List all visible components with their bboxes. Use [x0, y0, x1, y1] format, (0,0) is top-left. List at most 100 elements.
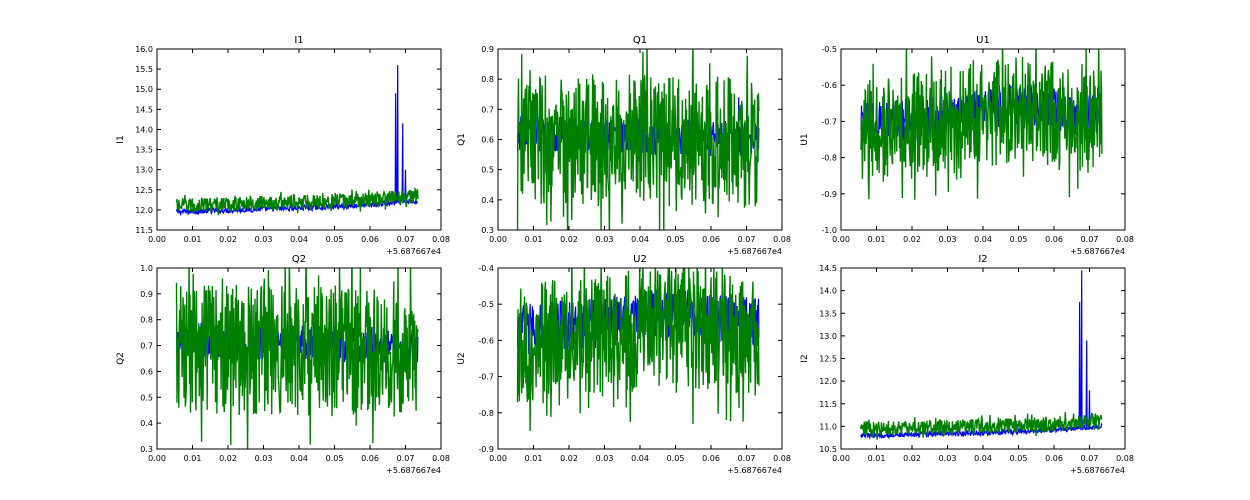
y-tick-label: 16.0 [135, 45, 153, 54]
y-axis-label: U1 [800, 133, 810, 145]
x-tick-label: 0.00 [148, 454, 166, 463]
chart-title: I1 [294, 35, 303, 46]
series-green [516, 268, 760, 432]
x-tick-label: 0.07 [397, 454, 415, 463]
y-tick-label: 15.5 [135, 65, 153, 74]
x-tick-label: 0.02 [219, 235, 237, 244]
y-tick-label: 14.5 [135, 105, 153, 114]
x-tick-label: 0.04 [974, 235, 992, 244]
x-tick-label: 0.02 [903, 454, 921, 463]
y-tick-label: -0.5 [478, 300, 494, 309]
x-tick-label: 0.05 [326, 454, 344, 463]
y-tick-label: 11.0 [819, 422, 837, 431]
series-blue [175, 65, 419, 217]
panel-I2: 0.00 0.01 0.02 0.03 0.04 0.05 0.06 0.07 0.08 10.5… [800, 254, 1134, 475]
x-offset-label: +5.687667e4 [386, 466, 441, 475]
x-tick-label: 0.07 [1081, 235, 1099, 244]
y-tick-label: -0.6 [821, 81, 837, 90]
x-tick-label: 0.02 [903, 235, 921, 244]
x-offset-label: +5.687667e4 [727, 247, 782, 256]
y-tick-label: -0.8 [821, 154, 837, 163]
x-tick-label: 0.01 [525, 235, 543, 244]
x-tick-label: 0.05 [667, 235, 685, 244]
x-tick-label: 0.08 [432, 235, 450, 244]
x-offset-label: +5.687667e4 [1070, 466, 1125, 475]
y-axis-label: I2 [800, 354, 810, 362]
x-tick-label: 0.03 [939, 454, 957, 463]
x-tick-label: 0.05 [1010, 235, 1028, 244]
x-offset-label: +5.687667e4 [1070, 247, 1125, 256]
y-tick-label: 0.8 [481, 75, 494, 84]
y-tick-label: 0.3 [481, 226, 494, 235]
x-tick-label: 0.03 [596, 235, 614, 244]
y-tick-label: -0.5 [821, 45, 837, 54]
y-tick-label: 11.5 [819, 400, 837, 409]
y-axis-label: Q1 [457, 133, 467, 146]
y-tick-label: 13.0 [135, 166, 153, 175]
y-tick-label: 12.0 [819, 377, 837, 386]
x-tick-label: 0.06 [702, 454, 720, 463]
x-tick-label: 0.01 [525, 454, 543, 463]
y-axis-label: I1 [116, 135, 126, 143]
y-tick-label: 15.0 [135, 85, 153, 94]
x-tick-label: 0.07 [738, 454, 756, 463]
y-tick-label: 14.0 [819, 287, 837, 296]
x-tick-label: 0.04 [290, 235, 308, 244]
y-tick-label: 10.5 [819, 445, 837, 454]
x-tick-label: 0.05 [326, 235, 344, 244]
x-tick-label: 0.03 [596, 454, 614, 463]
y-axis-label: Q2 [116, 352, 126, 365]
x-tick-label: 0.05 [667, 454, 685, 463]
y-tick-label: 0.5 [481, 166, 494, 175]
y-tick-label: 0.6 [140, 367, 153, 376]
x-tick-label: 0.04 [974, 454, 992, 463]
y-tick-label: 13.5 [135, 146, 153, 155]
x-tick-label: 0.01 [184, 235, 202, 244]
x-tick-label: 0.01 [184, 454, 202, 463]
y-tick-label: 14.5 [819, 264, 837, 273]
x-tick-label: 0.01 [868, 454, 886, 463]
x-tick-label: 0.06 [1045, 454, 1063, 463]
x-tick-label: 0.00 [489, 454, 507, 463]
y-tick-label: -0.9 [821, 190, 837, 199]
y-tick-label: 13.5 [819, 309, 837, 318]
x-tick-label: 0.03 [939, 235, 957, 244]
y-tick-label: 0.7 [140, 342, 153, 351]
x-tick-label: 0.02 [560, 235, 578, 244]
x-tick-label: 0.03 [255, 235, 273, 244]
chart-title: I2 [978, 254, 987, 265]
x-tick-label: 0.00 [148, 235, 166, 244]
series-green [859, 49, 1103, 200]
x-tick-label: 0.04 [631, 454, 649, 463]
panel-U2: 0.00 0.01 0.02 0.03 0.04 0.05 0.06 0.07 0.08 -0.9… [457, 254, 791, 475]
x-tick-label: 0.01 [868, 235, 886, 244]
x-tick-label: 0.07 [397, 235, 415, 244]
y-tick-label: -0.9 [478, 445, 494, 454]
chart-title: U2 [633, 254, 647, 265]
y-tick-label: 0.9 [140, 290, 153, 299]
x-tick-label: 0.04 [290, 454, 308, 463]
y-tick-label: 0.7 [481, 105, 494, 114]
y-tick-label: 11.5 [135, 226, 153, 235]
x-tick-label: 0.08 [432, 454, 450, 463]
panel-Q1: 0.00 0.01 0.02 0.03 0.04 0.05 0.06 0.07 0.08 0.3 0… [457, 35, 791, 256]
x-tick-label: 0.06 [1045, 235, 1063, 244]
chart-title: Q2 [292, 254, 306, 265]
x-tick-label: 0.07 [1081, 454, 1099, 463]
x-tick-label: 0.02 [560, 454, 578, 463]
y-axis-label: U2 [457, 352, 467, 364]
x-tick-label: 0.08 [1116, 454, 1134, 463]
x-tick-label: 0.08 [773, 235, 791, 244]
x-tick-label: 0.07 [738, 235, 756, 244]
y-tick-label: 1.0 [140, 264, 153, 273]
chart-title: U1 [976, 35, 990, 46]
x-tick-label: 0.06 [702, 235, 720, 244]
y-tick-label: 0.4 [481, 196, 494, 205]
y-tick-label: 0.5 [140, 393, 153, 402]
x-tick-label: 0.05 [1010, 454, 1028, 463]
x-tick-label: 0.00 [489, 235, 507, 244]
y-tick-label: -0.4 [478, 264, 494, 273]
y-tick-label: 12.5 [135, 186, 153, 195]
x-tick-label: 0.00 [832, 235, 850, 244]
